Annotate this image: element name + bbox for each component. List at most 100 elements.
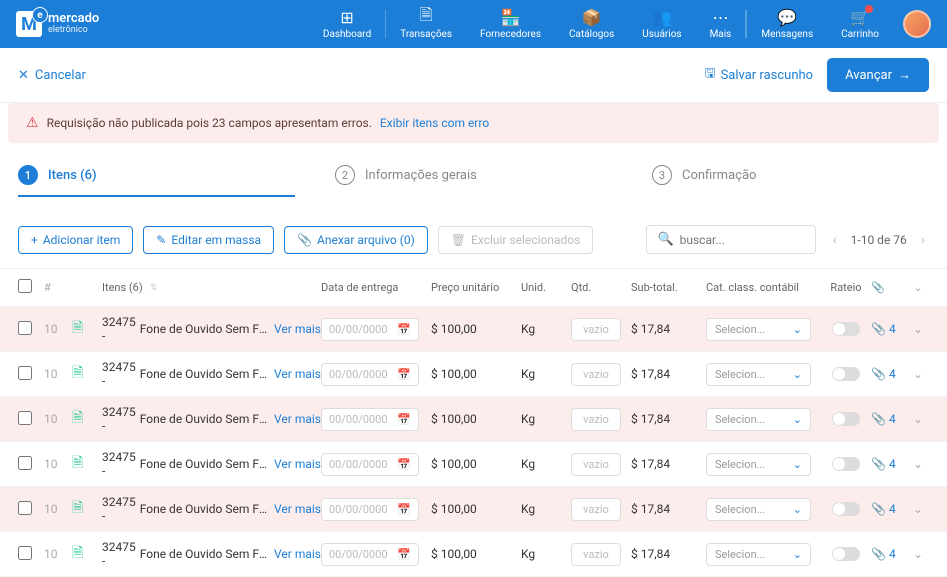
quantity-input[interactable]: vazio [571, 453, 621, 476]
expand-row-button[interactable]: ⌄ [907, 547, 929, 561]
quantity-input[interactable]: vazio [571, 498, 621, 521]
category-select[interactable]: Selecion...⌄ [706, 543, 811, 566]
delivery-date-input[interactable]: 00/00/0000📅 [321, 408, 419, 431]
table-row: 10 🗎 32475 - Fone de Ouvido Sem Fio JBL … [0, 442, 947, 487]
row-checkbox[interactable] [18, 366, 32, 380]
nav-dashboard[interactable]: ⊞Dashboard [309, 8, 385, 40]
step-items[interactable]: 1 Itens (6) [18, 165, 295, 197]
sort-icon[interactable]: ⇅ [150, 283, 158, 293]
item-name: 32475 - Fone de Ouvido Sem Fio JBL On Ea… [102, 540, 321, 568]
logo-mark: M [16, 11, 42, 37]
expand-row-button[interactable]: ⌄ [907, 502, 929, 516]
table-row: 10 🗎 32475 - Fone de Ouvido Sem Fio JBL … [0, 307, 947, 352]
subtotal: $ 17,84 [631, 502, 706, 516]
rateio-toggle[interactable] [832, 367, 860, 381]
paperclip-icon: 📎 [871, 457, 886, 471]
rateio-toggle[interactable] [832, 322, 860, 336]
show-errors-link[interactable]: Exibir itens com erro [380, 116, 489, 130]
table-row: 10 🗎 32475 - Fone de Ouvido Sem Fio JBL … [0, 532, 947, 577]
nav-mensagens[interactable]: 💬Mensagens [747, 8, 827, 40]
usuários-icon: 👥 [653, 8, 671, 26]
quantity-input[interactable]: vazio [571, 408, 621, 431]
dashboard-icon: ⊞ [338, 8, 356, 26]
see-more-link[interactable]: Ver mais [274, 322, 321, 336]
chevron-down-icon[interactable]: ⌄ [907, 281, 929, 294]
delivery-date-input[interactable]: 00/00/0000📅 [321, 363, 419, 386]
subtotal: $ 17,84 [631, 322, 706, 336]
unit-price: $ 100,00 [431, 547, 521, 561]
row-checkbox[interactable] [18, 321, 32, 335]
rateio-toggle[interactable] [832, 412, 860, 426]
item-name: 32475 - Fone de Ouvido Sem Fio JBL On Ea… [102, 405, 321, 433]
save-draft-link[interactable]: 🖫 Salvar rascunho [705, 64, 814, 86]
expand-row-button[interactable]: ⌄ [907, 457, 929, 471]
pencil-icon: ✎ [156, 233, 166, 247]
see-more-link[interactable]: Ver mais [274, 457, 321, 471]
page-next-button[interactable]: › [917, 232, 929, 248]
row-checkbox[interactable] [18, 501, 32, 515]
attachments-link[interactable]: 📎4 [871, 322, 907, 336]
rateio-toggle[interactable] [832, 457, 860, 471]
quantity-input[interactable]: vazio [571, 318, 621, 341]
category-select[interactable]: Selecion...⌄ [706, 408, 811, 431]
category-select[interactable]: Selecion...⌄ [706, 363, 811, 386]
quantity-input[interactable]: vazio [571, 543, 621, 566]
quantity-input[interactable]: vazio [571, 363, 621, 386]
attachments-link[interactable]: 📎4 [871, 457, 907, 471]
delivery-date-input[interactable]: 00/00/0000📅 [321, 498, 419, 521]
file-icon: 🗎 [72, 545, 83, 561]
paperclip-icon: 📎 [871, 547, 886, 561]
attachments-link[interactable]: 📎4 [871, 412, 907, 426]
search-input[interactable]: 🔍 [646, 225, 816, 254]
add-item-button[interactable]: +Adicionar item [18, 226, 133, 254]
attach-file-button[interactable]: 📎Anexar arquivo (0) [284, 226, 428, 254]
nav-usuários[interactable]: 👥Usuários [628, 8, 695, 40]
step-confirmation[interactable]: 3 Confirmação [652, 165, 929, 197]
cancel-link[interactable]: ✕Cancelar [18, 68, 86, 83]
paperclip-icon: 📎 [871, 412, 886, 426]
attachments-link[interactable]: 📎4 [871, 367, 907, 381]
category-select[interactable]: Selecion...⌄ [706, 318, 811, 341]
row-number: 10 [44, 502, 72, 516]
nav-catálogos[interactable]: 📦Catálogos [555, 8, 628, 40]
nav-transações[interactable]: 🗎Transações [386, 8, 466, 40]
row-checkbox[interactable] [18, 546, 32, 560]
advance-button[interactable]: Avançar → [827, 58, 929, 92]
rateio-toggle[interactable] [832, 502, 860, 516]
category-select[interactable]: Selecion...⌄ [706, 453, 811, 476]
delivery-date-input[interactable]: 00/00/0000📅 [321, 543, 419, 566]
page-prev-button[interactable]: ‹ [828, 232, 840, 248]
rateio-toggle[interactable] [832, 547, 860, 561]
avatar[interactable] [903, 10, 931, 38]
mais-icon: ⋯ [711, 8, 729, 26]
paperclip-icon: 📎 [297, 233, 312, 247]
row-checkbox[interactable] [18, 456, 32, 470]
calendar-icon: 📅 [397, 548, 411, 561]
expand-row-button[interactable]: ⌄ [907, 412, 929, 426]
logo[interactable]: M mercado eletrônico [16, 11, 99, 37]
expand-row-button[interactable]: ⌄ [907, 367, 929, 381]
step-general-info[interactable]: 2 Informações gerais [335, 165, 612, 197]
transações-icon: 🗎 [417, 8, 435, 26]
see-more-link[interactable]: Ver mais [274, 547, 321, 561]
row-checkbox[interactable] [18, 411, 32, 425]
attachments-link[interactable]: 📎4 [871, 502, 907, 516]
unit: Kg [521, 457, 571, 471]
edit-bulk-button[interactable]: ✎Editar em massa [143, 226, 274, 254]
chevron-down-icon: ⌄ [793, 323, 802, 336]
nav-carrinho[interactable]: 🛒Carrinho [827, 8, 893, 40]
attachments-link[interactable]: 📎4 [871, 547, 907, 561]
nav-mais[interactable]: ⋯Mais [696, 8, 746, 40]
chevron-down-icon: ⌄ [793, 413, 802, 426]
see-more-link[interactable]: Ver mais [274, 367, 321, 381]
calendar-icon: 📅 [397, 323, 411, 336]
nav-fornecedores[interactable]: 🏪Fornecedores [466, 8, 555, 40]
see-more-link[interactable]: Ver mais [274, 502, 321, 516]
table-row: 10 🗎 32475 - Fone de Ouvido Sem Fio JBL … [0, 487, 947, 532]
expand-row-button[interactable]: ⌄ [907, 322, 929, 336]
see-more-link[interactable]: Ver mais [274, 412, 321, 426]
category-select[interactable]: Selecion...⌄ [706, 498, 811, 521]
select-all-checkbox[interactable] [18, 279, 32, 293]
delivery-date-input[interactable]: 00/00/0000📅 [321, 318, 419, 341]
delivery-date-input[interactable]: 00/00/0000📅 [321, 453, 419, 476]
